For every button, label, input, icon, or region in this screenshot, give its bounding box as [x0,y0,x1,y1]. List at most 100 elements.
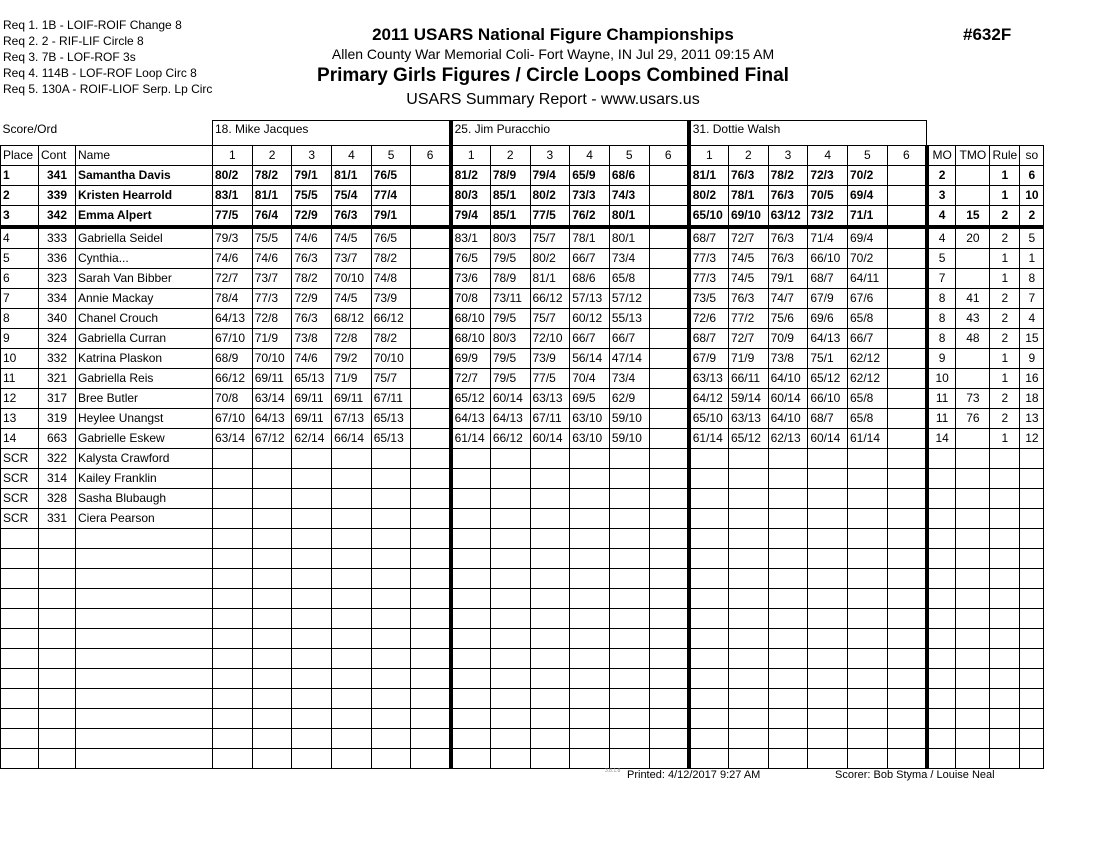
so [1019,568,1045,589]
score-cell [251,728,293,749]
rule [989,668,1021,689]
place: 8 [0,308,39,329]
score-cell [807,528,848,549]
score-cell [569,468,610,489]
score-cell [886,608,928,629]
score-cell [886,748,928,769]
score-cell: 78/2 [370,248,412,269]
score-cell [489,588,531,609]
score-cell: 79/5 [489,348,531,369]
col-figure: 1 [212,145,253,166]
score-cell [529,628,571,649]
score-cell [648,205,690,229]
score-cell: 55/13 [608,308,650,329]
col-figure: 5 [370,145,412,166]
score-cell [489,708,531,729]
score-cell: 76/3 [331,205,372,229]
score-cell: 72/7 [727,328,769,349]
score-cell [569,708,610,729]
score-cell [648,468,690,489]
score-cell [410,628,452,649]
skater-name: Sasha Blubaugh [75,488,213,509]
score-cell [608,628,650,649]
mo: 3 [924,185,957,206]
score-cell [608,528,650,549]
score-cell: 69/5 [569,388,610,409]
skater-name: Gabriella Curran [75,328,213,349]
cont-number [38,648,76,669]
rule [989,548,1021,569]
score-cell [489,688,531,709]
score-cell: 72/3 [807,165,848,186]
score-cell [767,748,809,769]
score-cell [489,548,531,569]
score-cell: 74/6 [291,348,333,369]
score-cell: 64/10 [767,368,809,389]
score-cell [569,528,610,549]
score-cell [608,468,650,489]
score-cell: 65/13 [370,428,412,449]
score-cell: 60/14 [489,388,531,409]
tmo [955,268,991,289]
score-cell: 76/3 [291,248,333,269]
score-cell: 63/10 [569,428,610,449]
score-cell: 65/9 [569,165,610,186]
score-cell [807,748,848,769]
tmo [955,748,991,769]
place [0,628,39,649]
score-cell [370,688,412,709]
tmo [955,528,991,549]
score-cell [410,548,452,569]
score-cell: 74/5 [331,226,372,249]
cont-number: 332 [38,348,76,369]
score-cell: 79/4 [529,165,571,186]
score-cell [767,628,809,649]
score-cell: 69/10 [727,205,769,229]
score-cell [410,708,452,729]
score-cell [727,528,769,549]
cont-number: 342 [38,205,76,229]
score-cell [410,205,452,229]
score-cell [410,728,452,749]
score-cell [648,248,690,269]
score-cell: 70/9 [767,328,809,349]
rule [989,728,1021,749]
score-cell [331,688,372,709]
mo [924,628,957,649]
score-cell [291,748,333,769]
score-cell [767,468,809,489]
col-figure: 3 [529,145,571,166]
skater-name: Cynthia... [75,248,213,269]
score-cell [807,488,848,509]
skater-name: Kristen Hearrold [75,185,213,206]
score-cell [291,628,333,649]
mo: 2 [924,165,957,186]
score-cell [886,205,928,229]
score-cell [648,165,690,186]
score-cell: 67/10 [212,408,253,429]
score-cell: 85/1 [489,185,531,206]
so: 6 [1019,165,1045,186]
mo [924,448,957,469]
score-cell [569,588,610,609]
score-cell: 61/14 [686,428,729,449]
score-cell: 83/1 [448,226,491,249]
table-row: 3 342 Emma Alpert 77/5 76/4 72/9 76/3 79/1 79/4 8… [0,205,1045,229]
place: 3 [0,205,39,229]
tmo [955,468,991,489]
score-cell: 73/9 [370,288,412,309]
skater-name [75,688,213,709]
score-cell: 64/13 [251,408,293,429]
score-cell [727,608,769,629]
empty-row [0,608,1045,629]
score-cell [489,528,531,549]
score-cell [410,468,452,489]
score-cell: 70/10 [251,348,293,369]
score-cell: 71/9 [251,328,293,349]
score-cell [331,448,372,469]
cont-number: 323 [38,268,76,289]
score-cell [886,728,928,749]
score-cell: 73/6 [448,268,491,289]
tmo [955,508,991,529]
score-cell: 60/14 [529,428,571,449]
